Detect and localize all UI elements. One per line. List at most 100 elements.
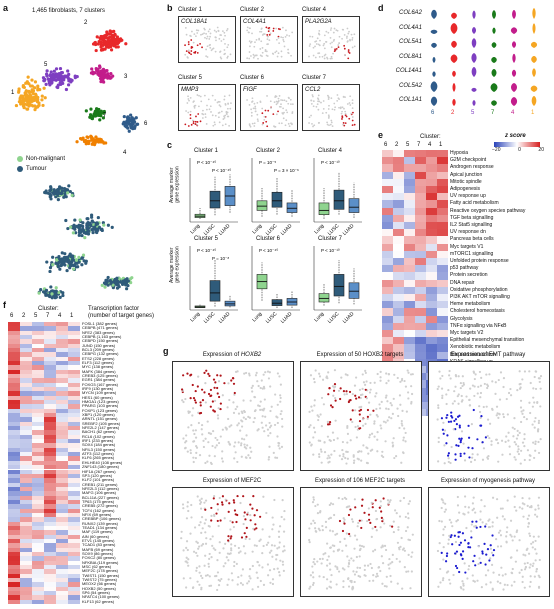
heatmap-f-cell [56, 538, 68, 544]
g-feature-point [221, 394, 224, 397]
g-feature-point [222, 547, 225, 550]
feature-point [246, 57, 249, 60]
pvalue-2: P < 10⁻⁴⁰ [212, 168, 231, 173]
heatmap-f-cell [44, 452, 56, 457]
tsne-point [90, 142, 94, 146]
g-feature-point [454, 564, 458, 568]
g-feature-point [529, 454, 532, 457]
g-feature-point [219, 402, 222, 405]
g-feature-point [220, 457, 224, 460]
g-feature-point [198, 565, 201, 568]
g-feature-point [447, 457, 450, 460]
legend-swatch-tumour [17, 166, 23, 172]
feature-point [316, 97, 319, 100]
feature-point [272, 30, 275, 32]
g-feature-point [365, 446, 368, 449]
tsne-point [96, 139, 100, 143]
violin-shape [511, 82, 517, 92]
g-feature-point [254, 523, 257, 526]
tsne-point [43, 96, 47, 100]
heatmap-f-cell [68, 356, 80, 362]
feature-point [330, 97, 333, 100]
g-feature-point [488, 525, 491, 529]
g-feature-point [363, 511, 366, 514]
g-feature-point [443, 462, 446, 465]
heatmap-f-cell [68, 517, 80, 522]
g-feature-point [268, 421, 271, 425]
g-feature-point [339, 540, 342, 544]
tf-label-57: MEF2C (178 genes) [82, 568, 119, 574]
g-feature-point [384, 421, 387, 424]
tsne-point [49, 285, 53, 289]
g-feature-point [517, 445, 520, 448]
g-feature-point [273, 568, 276, 571]
g-feature-point [212, 513, 216, 516]
g-feature-point [330, 573, 333, 577]
g-feature-point [357, 396, 361, 399]
g-feature-point [392, 437, 395, 440]
feature-point [320, 101, 322, 104]
g-feature-point [445, 416, 448, 419]
g-feature-point [521, 496, 524, 500]
feature-point [205, 55, 208, 57]
g-feature-point [369, 388, 372, 391]
feature-point [214, 114, 217, 117]
heatmap-f-cell [56, 456, 68, 461]
g-feature-point [528, 585, 531, 588]
g-feature-point [268, 426, 272, 429]
feature-point [275, 50, 278, 53]
heatmap-f-cell [44, 391, 56, 396]
tsne-point [121, 279, 125, 283]
g-feature-point [473, 394, 476, 398]
feature-point [199, 120, 202, 123]
g-feature-point [396, 541, 400, 544]
g-feature-point [234, 407, 237, 411]
tsne-point [125, 287, 129, 291]
heatmap-f-cell [68, 382, 80, 388]
g-feature-point [529, 411, 532, 415]
g-feature-point [358, 388, 362, 391]
g-feature-point [324, 552, 327, 555]
feature-point [285, 109, 288, 111]
g-feature-point [469, 387, 472, 390]
g-feature-point [200, 507, 203, 510]
tsne-point [99, 45, 103, 49]
feature-point [223, 117, 226, 119]
feature-point [343, 47, 346, 50]
feature-point [193, 106, 196, 109]
feature-point [214, 123, 216, 126]
tsne-point [111, 37, 115, 41]
heatmap-f-cell [32, 456, 44, 461]
g-feature-point [189, 577, 192, 580]
g-feature-point [471, 574, 474, 577]
heatmap-f-cell [68, 460, 80, 466]
feature-point [200, 33, 202, 36]
tsne-point [81, 253, 86, 257]
boxplot-box [209, 280, 221, 302]
g-feature-point [359, 396, 362, 400]
heatmap-f-cell [32, 382, 44, 388]
heatmap-f-cell [56, 430, 68, 435]
g-feature-point [207, 441, 210, 444]
tsne-point [132, 120, 137, 124]
tsne-point [114, 281, 118, 285]
feature-point [253, 122, 256, 125]
g-feature-point [383, 522, 386, 525]
heatmap-f-cell [8, 382, 20, 388]
g-feature-point [411, 533, 414, 536]
g-feature-point [389, 499, 392, 502]
tsne-point [58, 78, 62, 82]
g-feature-point [483, 382, 486, 386]
g-feature-point [190, 516, 193, 519]
g-feature-point [199, 411, 203, 415]
violin-shape [450, 54, 458, 63]
feature-point [333, 38, 336, 41]
g-feature-point [520, 568, 523, 572]
g-feature-point [230, 549, 233, 552]
zscore-tick-min: −20 [492, 147, 501, 153]
g-feature-point [336, 566, 339, 569]
tsne-point [74, 258, 79, 262]
g-feature-point [331, 406, 334, 409]
g-feature-point [489, 544, 492, 547]
